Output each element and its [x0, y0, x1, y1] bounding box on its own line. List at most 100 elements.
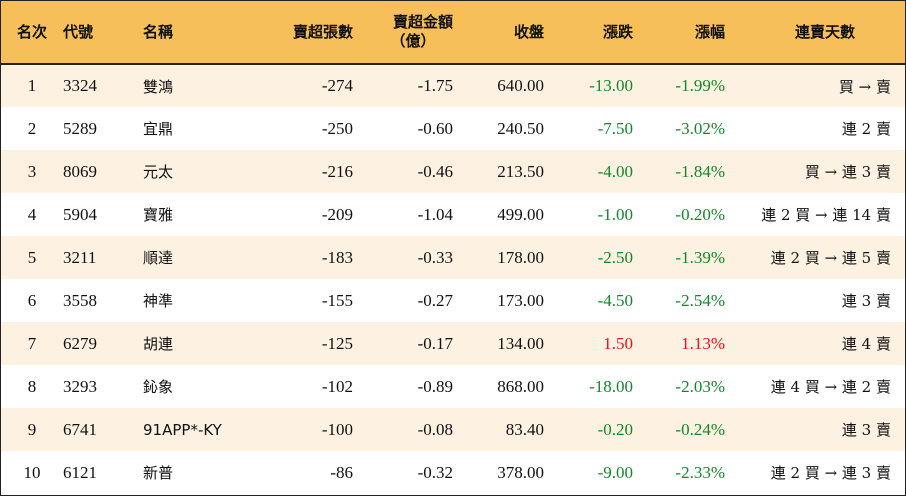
cell-change-pct: -3.02% [675, 118, 725, 138]
table-body: 1 3324 雙鴻 -274 -1.75 640.00 -13.00 -1.99% 買 → 賣 2… [1, 64, 905, 494]
cell-change: -7.50 [597, 118, 633, 138]
cell-streak: 連 2 買 → 連 5 賣 [770, 249, 891, 267]
cell-change: -4.00 [597, 161, 633, 181]
table-row: 7 6279 胡連 -125 -0.17 134.00 1.50 1.13% 連 4 賣 [1, 322, 905, 365]
header-change-pct: 漲幅 [694, 22, 725, 41]
table-row: 1 3324 雙鴻 -274 -1.75 640.00 -13.00 -1.99% 買 → 賣 [1, 64, 905, 107]
header-name: 名稱 [143, 22, 174, 41]
cell-streak: 買 → 賣 [838, 77, 891, 96]
cell-net-sell-lots: -250 [321, 118, 353, 138]
table-header-row: 名次 代號 名稱 賣超張數 賣超金額 （億） 收盤 漲跌 漲幅 連賣天數 [1, 1, 905, 64]
cell-streak: 買 → 連 3 賣 [804, 163, 891, 181]
cell-rank: 2 [27, 118, 37, 138]
cell-close: 178.00 [497, 247, 544, 267]
cell-streak: 連 2 買 → 連 3 賣 [770, 464, 891, 482]
cell-close: 868.00 [497, 376, 544, 396]
cell-net-sell-amount: -0.33 [417, 247, 453, 267]
cell-code: 5289 [63, 118, 97, 138]
table-row: 9 6741 91APP*-KY -100 -0.08 83.40 -0.20 -0.24% 連… [1, 408, 905, 451]
cell-code: 5904 [63, 204, 97, 224]
cell-net-sell-amount: -0.46 [417, 161, 453, 181]
cell-code: 6121 [63, 462, 97, 482]
cell-streak: 連 2 買 → 連 14 賣 [761, 206, 891, 224]
header-rank: 名次 [16, 22, 47, 41]
table-row: 3 8069 元太 -216 -0.46 213.50 -4.00 -1.84% 買 → 連 3… [1, 150, 905, 193]
cell-change-pct: -2.33% [675, 462, 725, 482]
cell-change-pct: -2.54% [675, 290, 725, 310]
cell-streak: 連 3 賣 [841, 421, 891, 439]
cell-net-sell-lots: -216 [321, 161, 353, 181]
cell-rank: 3 [27, 161, 37, 181]
cell-code: 3324 [63, 76, 97, 95]
cell-net-sell-lots: -274 [321, 76, 353, 95]
cell-name: 宜鼎 [143, 120, 174, 138]
cell-change-pct: -0.20% [675, 204, 725, 224]
cell-code: 8069 [63, 161, 97, 181]
cell-net-sell-amount: -1.04 [417, 204, 453, 224]
cell-streak: 連 4 賣 [841, 335, 891, 353]
header-close: 收盤 [513, 22, 544, 41]
cell-change-pct: 1.13% [681, 333, 725, 353]
table-row: 8 3293 鈊象 -102 -0.89 868.00 -18.00 -2.03% 連 4 買 … [1, 365, 905, 408]
cell-close: 213.50 [497, 161, 544, 181]
cell-close: 499.00 [497, 204, 544, 224]
table-row: 5 3211 順達 -183 -0.33 178.00 -2.50 -1.39% 連 2 買 →… [1, 236, 905, 279]
cell-streak: 連 2 賣 [841, 120, 891, 138]
cell-code: 6279 [63, 333, 97, 353]
cell-net-sell-lots: -86 [330, 462, 353, 482]
cell-change-pct: -1.39% [675, 247, 725, 267]
cell-name: 91APP*-KY [143, 420, 222, 439]
cell-net-sell-amount: -0.89 [417, 376, 453, 396]
cell-rank: 8 [27, 376, 37, 396]
cell-streak: 連 3 賣 [841, 292, 891, 310]
cell-net-sell-lots: -209 [321, 204, 353, 224]
header-code: 代號 [63, 22, 94, 41]
cell-change: -4.50 [597, 290, 633, 310]
cell-change-pct: -0.24% [675, 419, 725, 439]
cell-change: -9.00 [597, 462, 633, 482]
cell-rank: 9 [27, 419, 37, 439]
cell-close: 134.00 [497, 333, 544, 353]
cell-change: -0.20 [597, 419, 633, 439]
header-net-sell-amount-line2: （億） [390, 32, 436, 50]
cell-change-pct: -1.84% [675, 161, 725, 181]
cell-name: 鈊象 [143, 378, 174, 396]
table-row: 4 5904 寶雅 -209 -1.04 499.00 -1.00 -0.20% 連 2 買 →… [1, 193, 905, 236]
cell-name: 雙鴻 [143, 77, 174, 96]
cell-net-sell-lots: -183 [321, 247, 353, 267]
cell-streak: 連 4 買 → 連 2 賣 [770, 378, 891, 396]
cell-rank: 6 [27, 290, 37, 310]
header-net-sell-amount: 賣超金額 （億） [353, 1, 453, 64]
header-net-sell-amount-line1: 賣超金額 [392, 13, 453, 31]
cell-name: 寶雅 [143, 206, 174, 224]
cell-rank: 1 [27, 76, 37, 95]
cell-net-sell-amount: -0.17 [417, 333, 453, 353]
cell-net-sell-amount: -0.60 [417, 118, 453, 138]
cell-net-sell-amount: -1.75 [417, 76, 453, 95]
header-change: 漲跌 [602, 22, 633, 41]
cell-close: 173.00 [497, 290, 544, 310]
cell-name: 順達 [143, 249, 174, 267]
cell-change: -18.00 [589, 376, 633, 396]
cell-rank: 4 [27, 204, 37, 224]
table-row: 2 5289 宜鼎 -250 -0.60 240.50 -7.50 -3.02% 連 2 賣 [1, 107, 905, 150]
cell-net-sell-amount: -0.27 [417, 290, 453, 310]
table-row: 6 3558 神準 -155 -0.27 173.00 -4.50 -2.54% 連 3 賣 [1, 279, 905, 322]
cell-name: 新普 [143, 464, 174, 482]
cell-code: 3558 [63, 290, 97, 310]
cell-name: 胡連 [143, 335, 174, 353]
cell-change-pct: -1.99% [675, 76, 725, 95]
cell-name: 神準 [143, 292, 174, 310]
cell-rank: 7 [27, 333, 37, 353]
cell-net-sell-lots: -155 [321, 290, 353, 310]
cell-close: 378.00 [497, 462, 544, 482]
cell-net-sell-lots: -125 [321, 333, 353, 353]
cell-change: 1.50 [603, 333, 633, 353]
header-streak: 連賣天數 [794, 22, 855, 41]
cell-change: -2.50 [597, 247, 633, 267]
cell-rank: 5 [27, 247, 37, 267]
cell-change: -1.00 [597, 204, 633, 224]
cell-name: 元太 [143, 163, 174, 181]
cell-close: 640.00 [497, 76, 544, 95]
